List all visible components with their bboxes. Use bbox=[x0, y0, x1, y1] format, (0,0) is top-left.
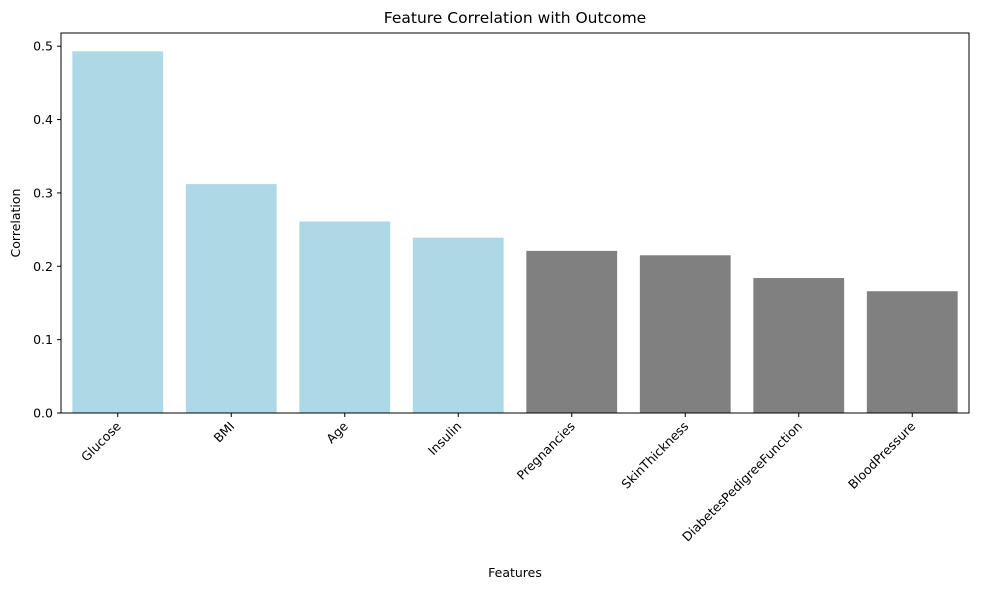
bar-age bbox=[299, 221, 391, 413]
y-axis-label: Correlation bbox=[8, 189, 23, 258]
bar-skinthickness bbox=[639, 255, 731, 413]
y-tick-label: 0.5 bbox=[33, 39, 53, 54]
x-axis-label: Features bbox=[488, 565, 542, 580]
y-tick-label: 0.0 bbox=[33, 406, 53, 421]
bar-diabetespedigreefunction bbox=[753, 278, 845, 413]
y-axis-ticks: 0.0 0.1 0.2 0.3 0.4 0.5 bbox=[33, 39, 61, 421]
y-tick-label: 0.3 bbox=[33, 185, 53, 200]
plot-frame bbox=[60, 32, 970, 414]
bar-bloodpressure bbox=[866, 291, 958, 413]
axes-layer bbox=[60, 32, 970, 414]
chart-title: Feature Correlation with Outcome bbox=[384, 9, 646, 27]
y-tick-label: 0.2 bbox=[33, 259, 53, 274]
y-tick-label: 0.1 bbox=[33, 332, 53, 347]
y-tick-label: 0.4 bbox=[33, 112, 53, 127]
bar-bmi bbox=[185, 184, 277, 413]
bar-insulin bbox=[412, 237, 504, 413]
bar-glucose bbox=[72, 51, 164, 413]
bars-layer bbox=[72, 51, 958, 413]
bar-pregnancies bbox=[526, 250, 618, 413]
